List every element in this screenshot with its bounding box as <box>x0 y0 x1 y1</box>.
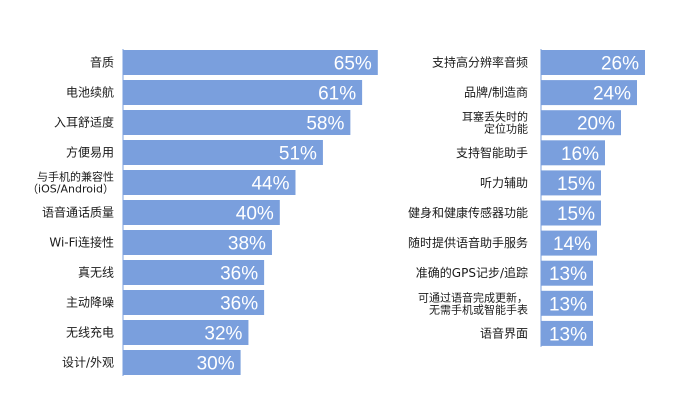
right-bar-chart: 26% 支持高分辨率音频 24% 品牌/制造商 20% 耳塞丢失时的定位功能 16% 支持智能… <box>408 49 645 347</box>
right-bar-value-label: 26% <box>601 54 639 75</box>
left-bar-value-label: 65% <box>334 54 372 75</box>
right-category-label: 支持智能助手 <box>456 145 528 160</box>
left-category-label: 方便易用 <box>66 145 114 160</box>
left-bar <box>123 110 351 135</box>
left-bar-value-label: 36% <box>220 264 258 285</box>
right-category-label: 可通过语音完成更新，无需手机或智能手表 <box>418 290 528 316</box>
right-bar <box>541 140 605 166</box>
right-bar-value-label: 13% <box>549 264 587 285</box>
left-category-label: 音质 <box>90 55 114 70</box>
left-bar-value-label: 40% <box>236 204 274 225</box>
right-category-label: 语音界面 <box>480 325 528 340</box>
left-bar <box>123 260 265 285</box>
left-bar-value-label: 36% <box>220 294 258 315</box>
left-bar <box>123 50 378 75</box>
left-category-label: 与手机的兼容性（iOS/Android） <box>27 170 114 196</box>
right-bar-value-label: 15% <box>557 174 595 195</box>
left-bar <box>123 140 323 165</box>
right-category-label: 品牌/制造商 <box>464 85 528 100</box>
right-bar-value-label: 13% <box>549 324 587 345</box>
left-category-label: 真无线 <box>78 266 114 280</box>
right-category-label: 健身和健康传感器功能 <box>408 205 528 220</box>
right-category-label: 耳塞丢失时的定位功能 <box>462 110 528 136</box>
left-bar <box>123 230 272 255</box>
right-bar <box>541 230 597 256</box>
right-bar <box>541 170 601 196</box>
right-category-label: 听力辅助 <box>480 176 528 190</box>
right-bar-value-label: 20% <box>577 114 615 135</box>
right-bar-value-label: 24% <box>593 84 631 105</box>
left-category-label: 入耳舒适度 <box>54 115 114 130</box>
right-bar <box>541 200 601 226</box>
right-category-label: 随时提供语音助手服务 <box>408 235 528 250</box>
left-bar-value-label: 58% <box>306 114 344 135</box>
left-category-label: 语音通话质量 <box>42 205 114 220</box>
left-bar <box>123 80 363 105</box>
right-bar <box>541 260 593 286</box>
left-category-label: 电池续航 <box>66 85 114 100</box>
right-category-label: 准确的GPS记步/追踪 <box>416 265 528 280</box>
right-bar-value-label: 14% <box>553 234 591 255</box>
left-bar <box>123 290 265 315</box>
right-bar <box>541 50 645 75</box>
left-bar-value-label: 61% <box>318 84 356 105</box>
left-bar-chart: 65% 音质 61% 电池续航 58% 入耳舒适度 51% 方便易用 44% 与手机的兼容性（iO… <box>27 49 378 376</box>
left-bar-value-label: 51% <box>279 144 317 165</box>
right-bar <box>541 110 621 136</box>
left-bar <box>123 320 249 345</box>
left-category-label: 主动降噪 <box>66 296 114 310</box>
right-bar <box>541 80 637 106</box>
left-bar-value-label: 38% <box>228 234 266 255</box>
left-bar-value-label: 30% <box>197 354 235 375</box>
right-bar <box>541 290 593 316</box>
left-category-label: 设计/外观 <box>62 356 114 370</box>
left-bar <box>123 350 241 375</box>
left-bar <box>123 200 280 225</box>
right-bar-value-label: 15% <box>557 204 595 225</box>
right-bar-value-label: 16% <box>561 144 599 165</box>
left-bar-value-label: 44% <box>251 174 289 195</box>
left-category-label: Wi-Fi连接性 <box>49 235 114 250</box>
left-bar-value-label: 32% <box>204 324 242 345</box>
right-bar <box>541 320 593 346</box>
left-bar <box>123 170 296 195</box>
right-category-label: 支持高分辨率音频 <box>432 55 528 70</box>
right-bar-value-label: 13% <box>549 294 587 315</box>
left-category-label: 无线充电 <box>66 325 114 340</box>
